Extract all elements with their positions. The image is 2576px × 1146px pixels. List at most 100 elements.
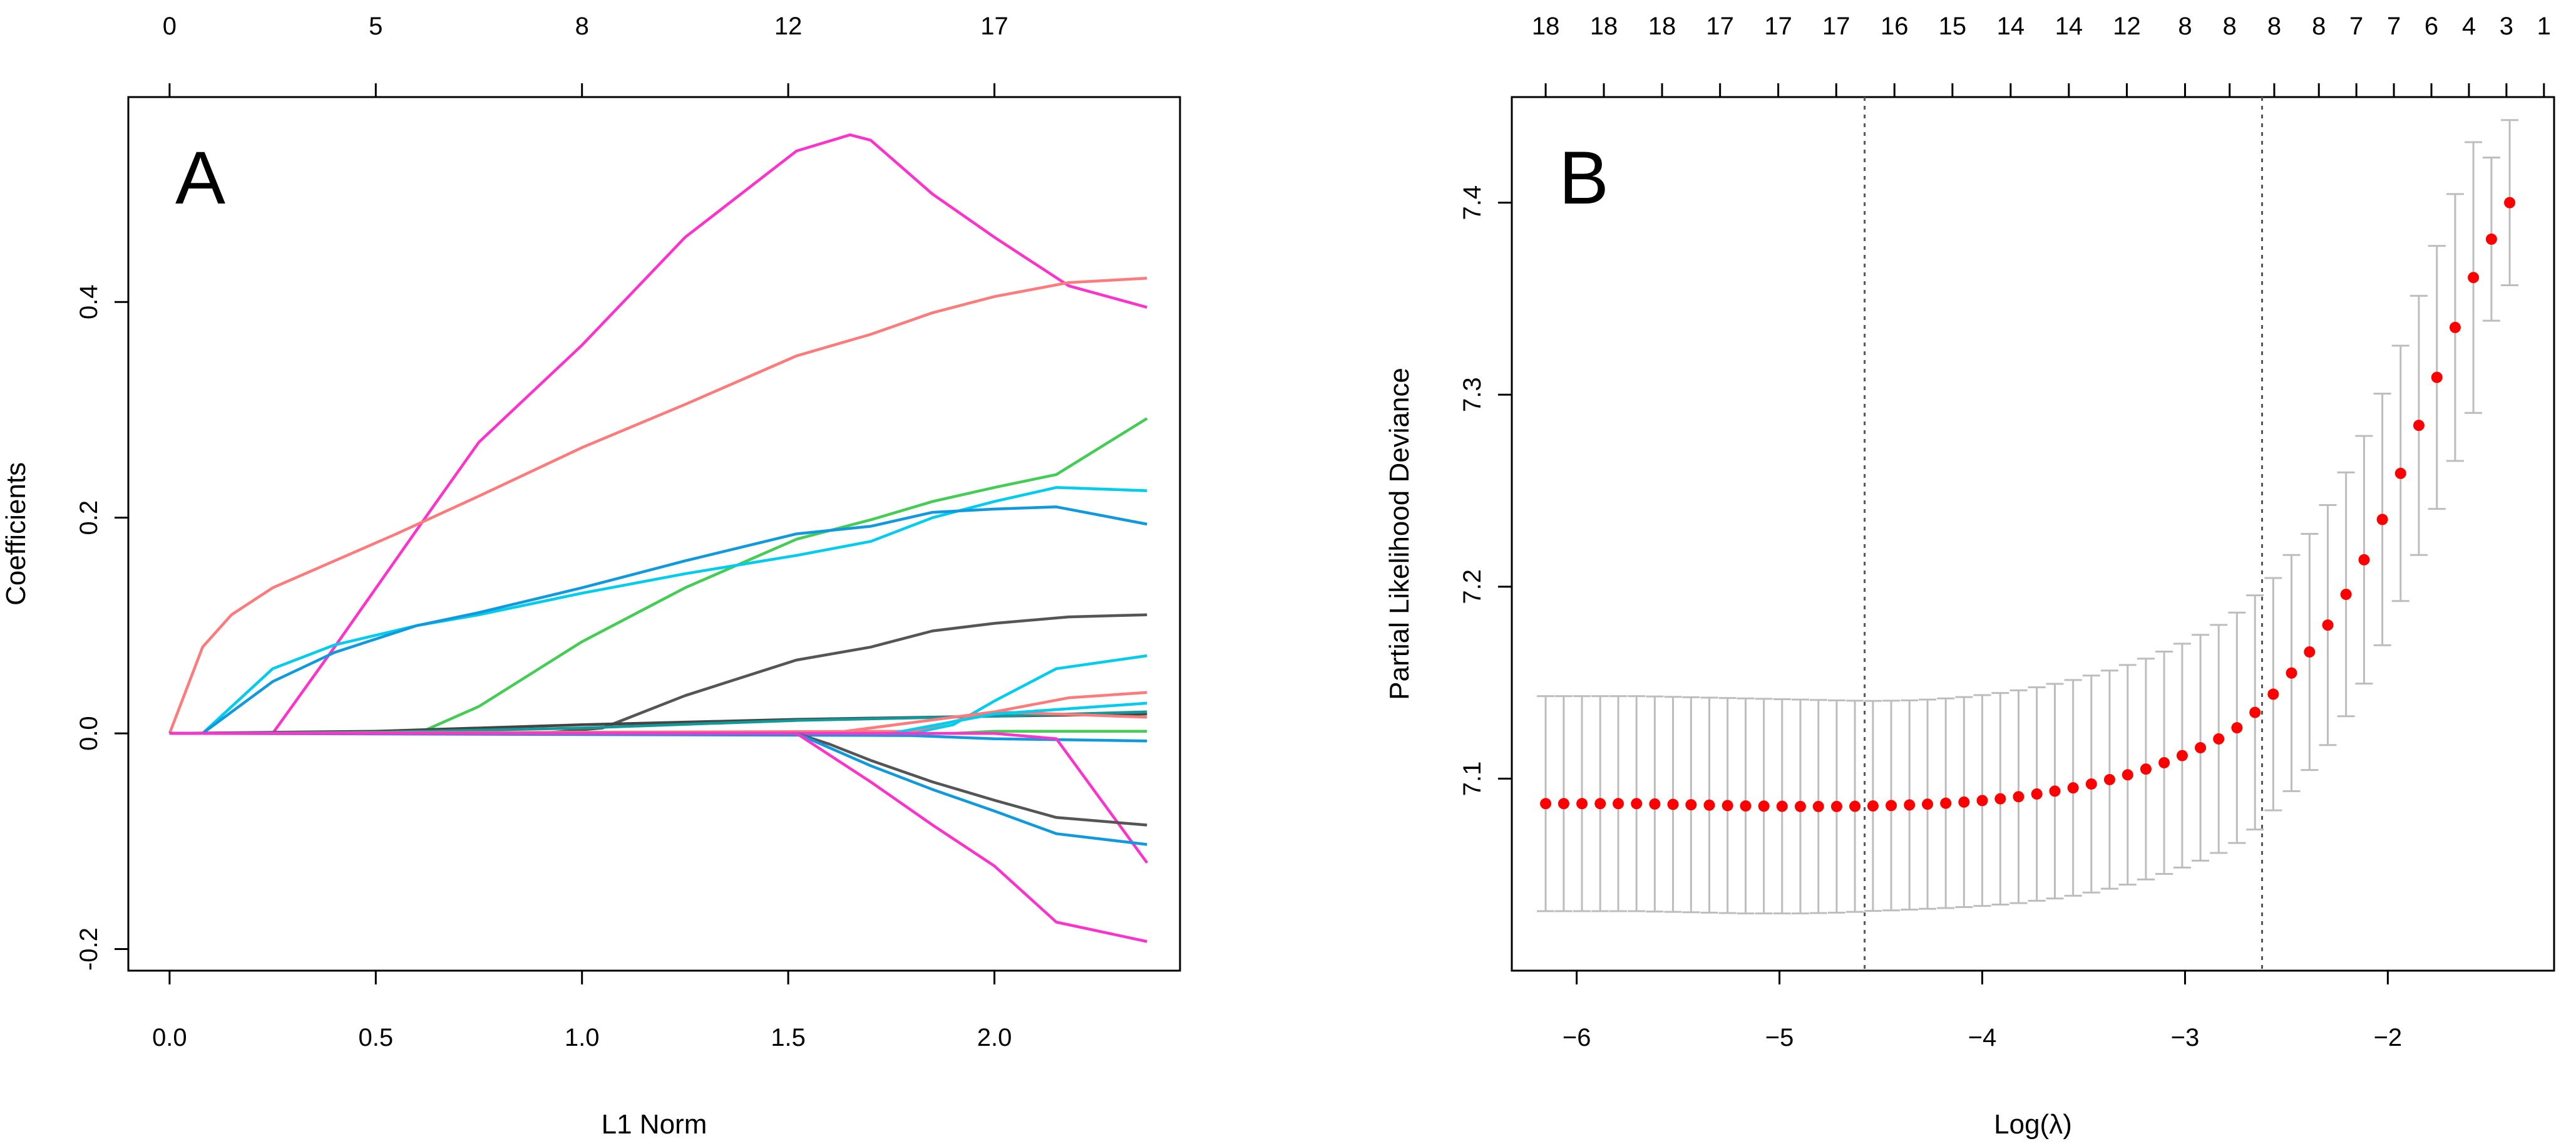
top-tick-label: 7	[2387, 13, 2401, 40]
coefficient-path-path-1	[169, 133, 1147, 735]
deviance-point	[1940, 797, 1952, 809]
deviance-point	[2485, 233, 2497, 245]
deviance-point	[1722, 800, 1733, 812]
top-tick-label: 17	[1706, 13, 1734, 40]
deviance-point	[2322, 619, 2334, 631]
deviance-point	[2195, 742, 2207, 754]
deviance-point	[2286, 667, 2297, 679]
y-tick-label: 7.1	[1459, 761, 1486, 797]
deviance-point	[2376, 514, 2388, 525]
deviance-point	[1904, 799, 1916, 811]
top-tick-label: 12	[774, 13, 803, 40]
top-tick-label: 18	[1648, 13, 1676, 40]
y-tick-label: 0.4	[75, 284, 103, 319]
deviance-point	[1649, 798, 1661, 810]
top-tick-label: 8	[2178, 13, 2192, 40]
y-tick-label: -0.2	[75, 927, 103, 971]
y-axis-label: Coefficients	[1, 462, 31, 606]
deviance-point	[1594, 798, 1606, 810]
plot-frame	[1511, 96, 2555, 972]
deviance-point	[1994, 793, 2006, 805]
deviance-point	[1667, 798, 1679, 810]
deviance-point	[1812, 800, 1824, 812]
coefficient-path-path-12	[169, 701, 1147, 735]
y-axis-label: Partial Likelihood Deviance	[1384, 368, 1415, 700]
y-tick-label: 7.2	[1459, 569, 1486, 604]
top-tick-label: 12	[2113, 13, 2141, 40]
top-tick-label: 8	[575, 13, 589, 40]
top-tick-label: 1	[2537, 13, 2551, 40]
y-tick-label: 0.0	[75, 716, 103, 751]
deviance-point	[2431, 371, 2443, 383]
deviance-point	[2176, 750, 2188, 761]
top-tick-label: 8	[2267, 13, 2281, 40]
x-tick-label: −6	[1563, 1024, 1591, 1051]
x-tick-label: −5	[1765, 1024, 1794, 1051]
deviance-point	[2358, 554, 2370, 565]
deviance-point	[1557, 798, 1569, 810]
deviance-point	[1540, 798, 1552, 810]
deviance-point	[2067, 782, 2079, 794]
top-tick-label: 8	[2223, 13, 2237, 40]
x-axis-label: Log(λ)	[1994, 1109, 2072, 1140]
top-tick-label: 18	[1532, 13, 1560, 40]
x-tick-label: 1.0	[565, 1024, 600, 1051]
deviance-point	[1830, 800, 1842, 812]
deviance-point	[2013, 791, 2024, 803]
coefficient-path-path-18	[169, 731, 1147, 943]
deviance-point	[1631, 798, 1643, 810]
deviance-point	[2103, 773, 2115, 785]
deviance-point	[2304, 646, 2316, 658]
top-tick-label: 16	[1881, 13, 1909, 40]
top-tick-label: 17	[1764, 13, 1792, 40]
deviance-point	[1576, 798, 1588, 810]
deviance-point	[2340, 589, 2352, 601]
top-tick-label: 3	[2500, 13, 2513, 40]
x-tick-label: 1.5	[771, 1024, 806, 1051]
coefficient-path-path-16	[169, 731, 1147, 827]
y-tick-label: 0.2	[75, 500, 103, 535]
deviance-point	[1776, 800, 1788, 812]
deviance-point	[2031, 788, 2043, 800]
coefficient-path-path-4	[169, 486, 1147, 735]
deviance-point	[2140, 763, 2152, 775]
deviance-point	[1794, 800, 1806, 812]
deviance-point	[1886, 800, 1897, 812]
x-tick-label: 0.0	[152, 1024, 187, 1051]
top-tick-label: 15	[1939, 13, 1967, 40]
deviance-point	[2449, 321, 2461, 333]
deviance-point	[1740, 800, 1752, 812]
deviance-point	[2394, 467, 2406, 479]
top-tick-label: 14	[2055, 13, 2083, 40]
coefficient-path-path-3	[169, 417, 1148, 735]
deviance-point	[1685, 799, 1697, 811]
deviance-point	[1922, 798, 1934, 810]
y-tick-label: 7.4	[1459, 185, 1486, 220]
deviance-point	[2267, 688, 2279, 700]
deviance-point	[2413, 420, 2425, 431]
top-tick-label: 0	[163, 13, 177, 40]
panel-label: A	[175, 136, 225, 220]
deviance-point	[1976, 795, 1988, 807]
deviance-point	[2049, 785, 2061, 797]
y-tick-label: 7.3	[1459, 377, 1486, 412]
deviance-point	[1613, 798, 1624, 810]
deviance-point	[2231, 722, 2243, 734]
x-tick-label: −4	[1968, 1024, 1997, 1051]
deviance-point	[2504, 197, 2516, 209]
top-tick-label: 7	[2349, 13, 2363, 40]
top-tick-label: 17	[980, 13, 1008, 40]
top-tick-label: 14	[1997, 13, 2025, 40]
top-tick-label: 5	[369, 13, 382, 40]
deviance-point	[2249, 706, 2261, 718]
deviance-point	[1849, 800, 1861, 812]
panel-a: A 0.0 0.5 1.0 1.5 2.0 -0.2 0.0 0.2 0.4 0 5 8 12 17 L1 N…	[1, 13, 1181, 1140]
deviance-point	[1958, 796, 1970, 808]
top-tick-label: 18	[1590, 13, 1618, 40]
deviance-point	[2213, 733, 2225, 745]
coefficient-path-path-5	[169, 505, 1147, 735]
top-tick-label: 17	[1822, 13, 1850, 40]
deviance-point	[1758, 800, 1770, 812]
coefficient-path-path-17	[169, 731, 1147, 846]
